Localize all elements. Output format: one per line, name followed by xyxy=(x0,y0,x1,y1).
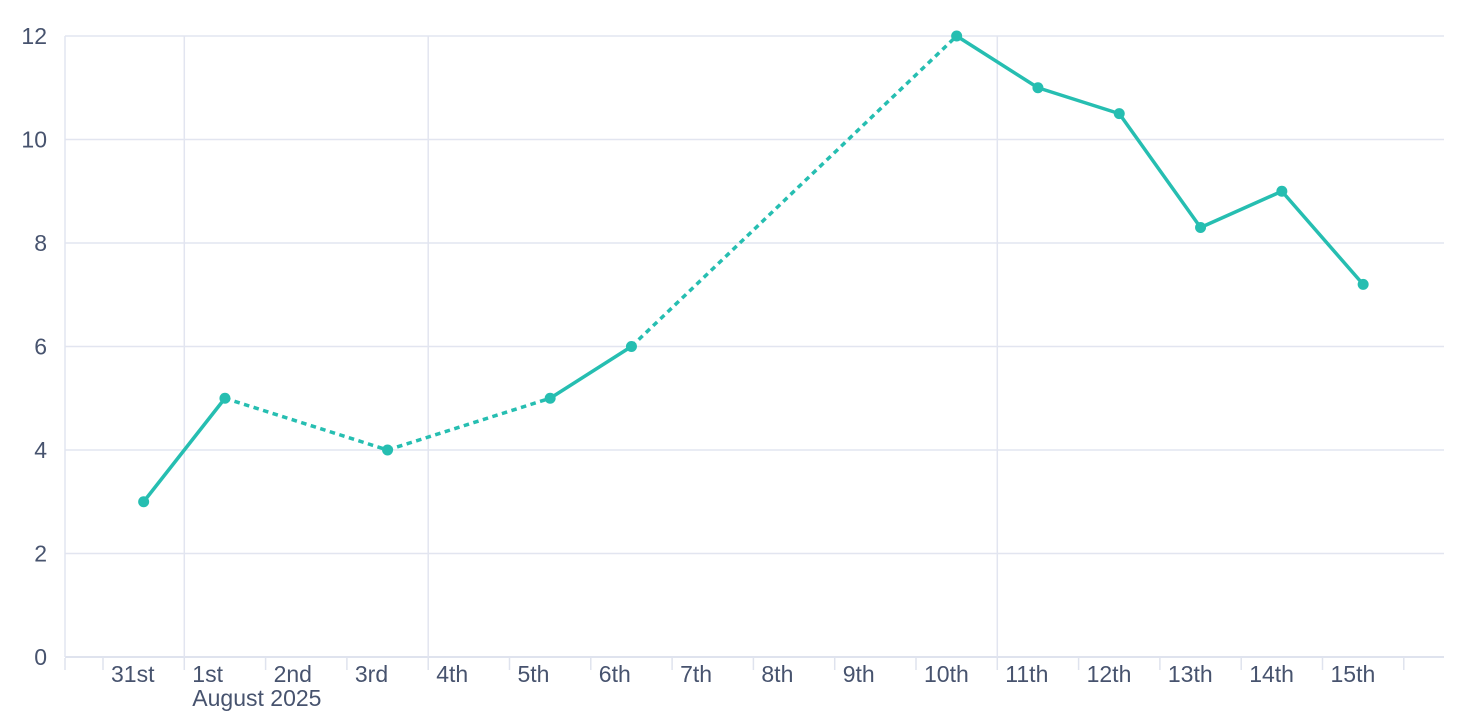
x-axis-label: 7th xyxy=(680,661,712,687)
y-axis-label: 4 xyxy=(34,437,47,463)
x-axis-label: 9th xyxy=(843,661,875,687)
x-axis-label: 8th xyxy=(761,661,793,687)
x-axis-label: 4th xyxy=(436,661,468,687)
y-axis-label: 2 xyxy=(34,541,47,567)
x-axis-label: 1st xyxy=(192,661,223,687)
series-segment-solid xyxy=(1036,86,1121,116)
series-point[interactable] xyxy=(382,444,394,456)
series-point[interactable] xyxy=(1276,185,1288,197)
y-axis-label: 12 xyxy=(21,23,47,49)
series-point[interactable] xyxy=(219,392,231,404)
series-point[interactable] xyxy=(1357,278,1369,290)
x-axis-label: 31st xyxy=(111,661,155,687)
x-axis-label: 11th xyxy=(1005,661,1048,687)
x-axis-month-label: August 2025 xyxy=(192,685,321,711)
series-segment-dashed xyxy=(224,396,389,452)
series-point[interactable] xyxy=(138,496,150,508)
y-axis-label: 8 xyxy=(34,230,47,256)
x-axis-label: 6th xyxy=(599,661,631,687)
series-point[interactable] xyxy=(1195,221,1207,233)
x-axis-label: 15th xyxy=(1331,661,1376,687)
x-axis-label: 12th xyxy=(1087,661,1132,687)
series-segment-solid xyxy=(548,344,634,400)
x-axis-label: 13th xyxy=(1168,661,1213,687)
x-axis-label: 10th xyxy=(924,661,969,687)
y-axis-label: 6 xyxy=(34,334,47,360)
series-segment-solid xyxy=(1117,111,1203,230)
series-segment-dashed xyxy=(630,34,958,348)
series-segment-solid xyxy=(141,396,227,504)
x-axis-label: 5th xyxy=(518,661,550,687)
series-point[interactable] xyxy=(1032,82,1044,94)
series-segment-dashed xyxy=(387,396,551,452)
series-point[interactable] xyxy=(951,30,963,42)
series-point[interactable] xyxy=(625,341,637,352)
y-axis-label: 0 xyxy=(34,644,47,670)
series-point[interactable] xyxy=(544,392,556,404)
x-axis-label: 2nd xyxy=(274,661,312,687)
x-axis-label: 14th xyxy=(1249,661,1294,687)
series-segment-solid xyxy=(1198,189,1284,230)
series-segment-solid xyxy=(954,34,1040,90)
x-axis-label: 3rd xyxy=(355,661,388,687)
y-axis-label: 10 xyxy=(21,127,47,153)
series-segment-solid xyxy=(1280,189,1365,287)
series-point[interactable] xyxy=(1113,108,1125,120)
